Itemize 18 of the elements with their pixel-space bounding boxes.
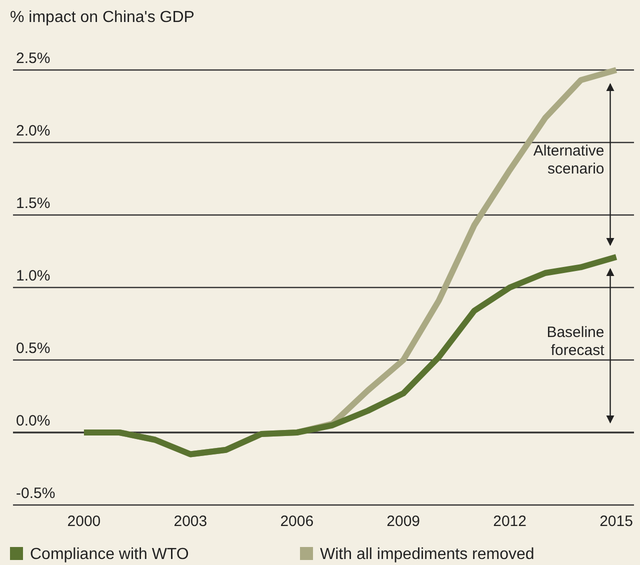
x-tick-label: 2003 <box>174 513 208 530</box>
x-tick-label: 2006 <box>280 513 314 530</box>
x-tick-label: 2000 <box>67 513 101 530</box>
y-tick-label: 0.0% <box>16 412 50 430</box>
y-tick-label: -0.5% <box>16 485 56 502</box>
legend-label: Compliance with WTO <box>30 546 189 563</box>
y-tick-label: 2.5% <box>16 50 50 67</box>
annotation: Baseline forecast <box>546 324 606 359</box>
y-tick-label: 0.5% <box>16 340 50 357</box>
annotation: Alternative scenario <box>533 142 604 178</box>
x-tick-label: 2009 <box>386 513 420 530</box>
y-axis-title: % impact on China's GDP <box>10 9 194 26</box>
y-tick-label: 2.0% <box>16 122 50 140</box>
y-tick-label: 1.0% <box>16 268 50 284</box>
x-tick-label: 2015 <box>600 513 633 530</box>
x-tick-label: 2012 <box>493 513 526 530</box>
y-tick-label: 1.5% <box>16 195 50 212</box>
legend-label: With all impediments removed <box>320 546 534 563</box>
